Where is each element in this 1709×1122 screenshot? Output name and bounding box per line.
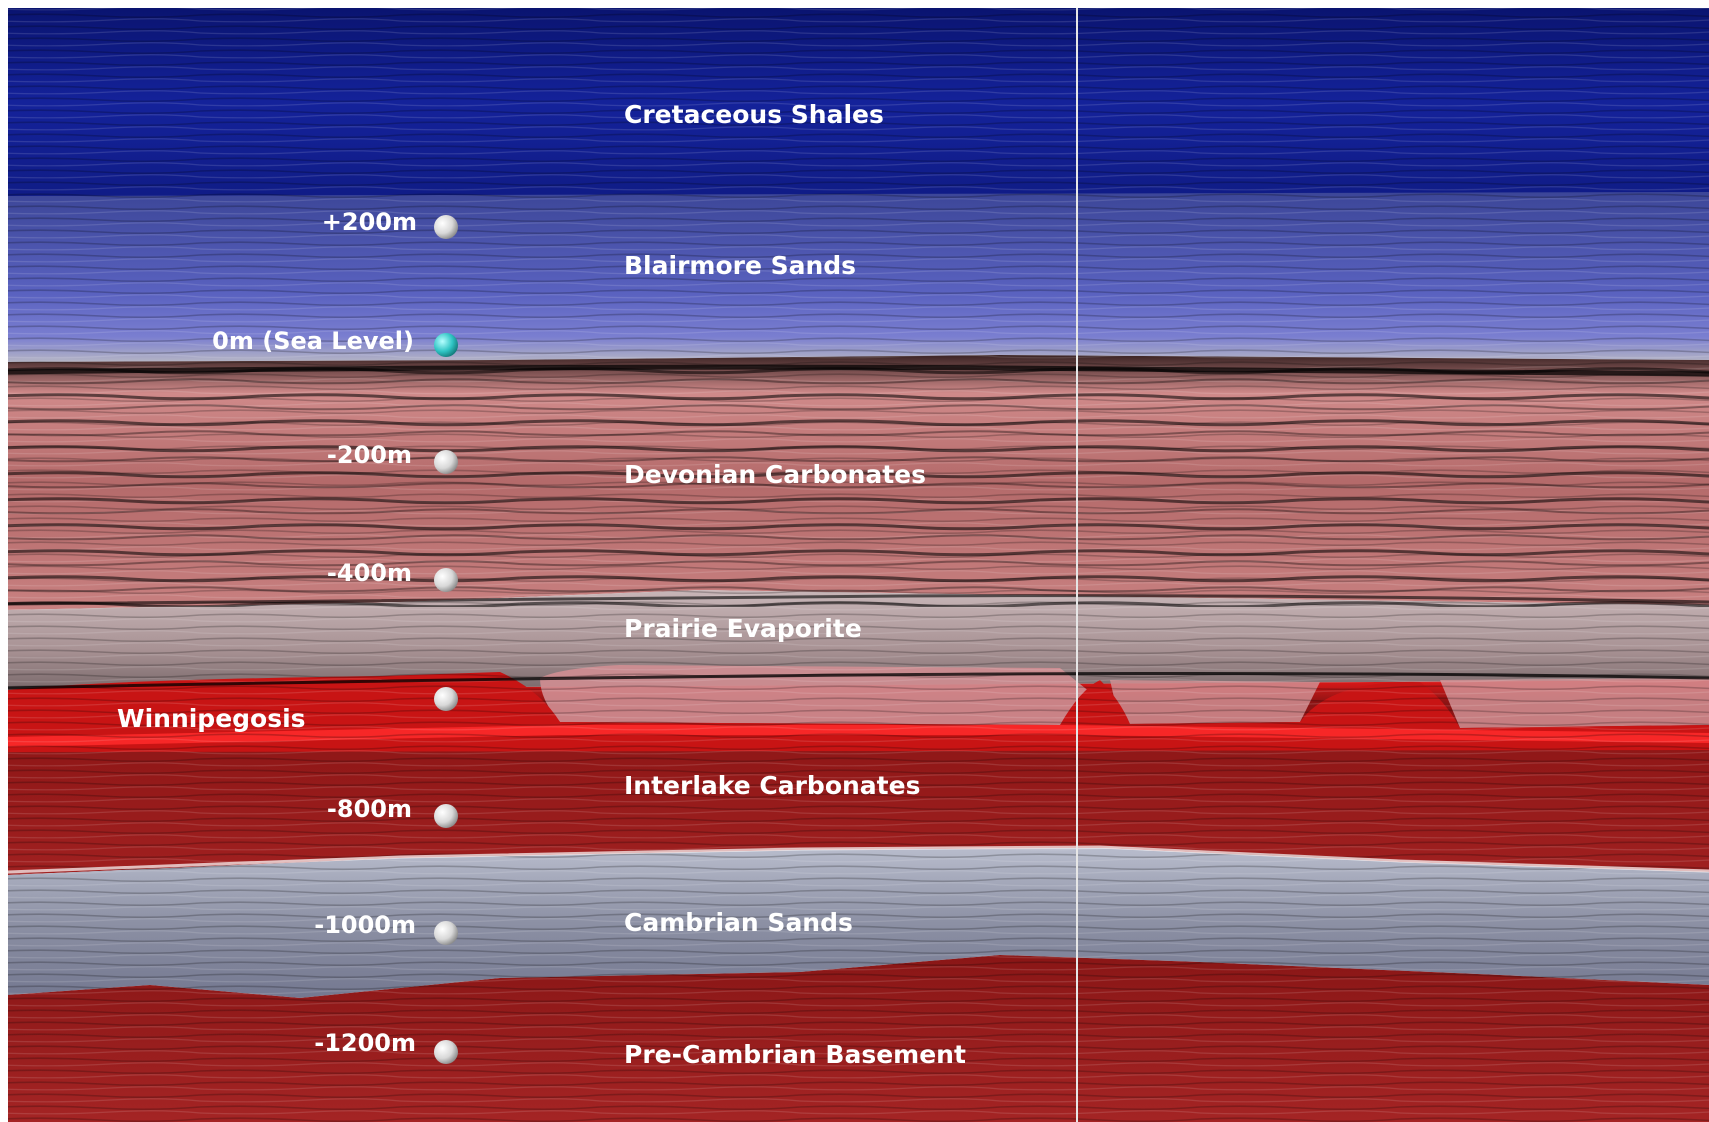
depth-marker-ball <box>434 568 458 592</box>
depth-label: -800m <box>327 795 412 823</box>
label-blairmore-sands: Blairmore Sands <box>624 251 856 280</box>
depth-label: -200m <box>327 441 412 469</box>
horizon-line <box>7 845 1709 874</box>
depth-marker-ball <box>434 804 458 828</box>
label-cretaceous-shales: Cretaceous Shales <box>624 100 884 129</box>
horizon-line <box>7 364 1709 377</box>
depth-markers: +200m 0m (Sea Level) -200m -400m -800m -… <box>212 208 458 1064</box>
depth-marker-ball <box>434 215 458 239</box>
label-cambrian-sands: Cambrian Sands <box>624 908 853 937</box>
label-winnipegosis: Winnipegosis <box>117 704 306 733</box>
depth-marker-ball <box>434 450 458 474</box>
depth-marker-ball <box>434 687 458 711</box>
label-pre-cambrian-basement: Pre-Cambrian Basement <box>624 1040 966 1069</box>
sea-level-marker-ball <box>434 333 458 357</box>
horizon-line <box>7 672 1709 690</box>
depth-marker-ball <box>434 1040 458 1064</box>
label-devonian-carbonates: Devonian Carbonates <box>624 460 926 489</box>
depth-marker-ball <box>434 921 458 945</box>
depth-label: -1000m <box>314 911 416 939</box>
formation-labels: Cretaceous Shales Blairmore Sands Devoni… <box>117 100 966 1069</box>
formation-layers <box>7 8 1709 1122</box>
depth-label-sea-level: 0m (Sea Level) <box>212 327 414 355</box>
horizon-line <box>7 594 1709 606</box>
label-prairie-evaporite: Prairie Evaporite <box>624 614 862 643</box>
depth-label: -400m <box>327 559 412 587</box>
depth-label: +200m <box>322 208 417 236</box>
depth-label: -1200m <box>314 1029 416 1057</box>
label-interlake-carbonates: Interlake Carbonates <box>624 771 920 800</box>
strata-texture-devonian <box>8 362 1709 607</box>
